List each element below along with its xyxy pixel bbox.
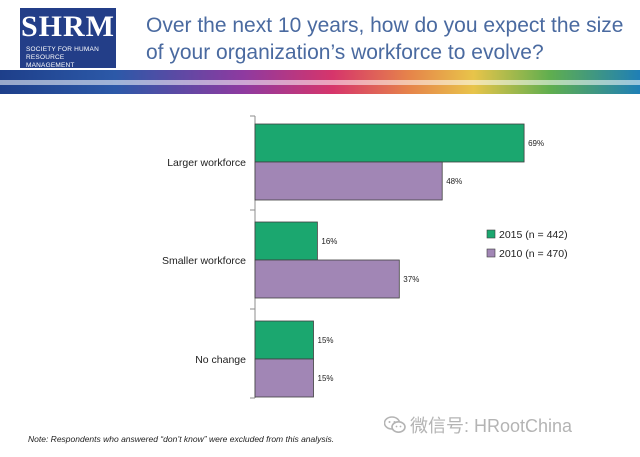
logo-mark: SHRM [21,10,115,43]
bar-larger-workforce-series-2 [254,161,443,201]
legend-swatch-1 [486,229,496,239]
bar-smaller-workforce-series-1 [254,221,318,261]
bar-smaller-workforce-series-2 [254,259,400,299]
category-label-larger-workforce: Larger workforce [167,157,246,169]
bar-no-change-series-1 [254,320,314,360]
data-label-larger-workforce-series-1: 69% [528,139,544,148]
logo-subtitle: SOCIETY FOR HUMAN RESOURCE MANAGEMENT [26,46,99,69]
data-label-larger-workforce-series-2: 48% [446,177,462,186]
shrm-logo: SHRM SOCIETY FOR HUMAN RESOURCE MANAGEME… [20,8,116,69]
bar-larger-workforce-series-1 [254,123,525,163]
footnote: Note: Respondents who answered “don’t kn… [28,434,335,444]
bar-chart: Larger workforce 69% 48% Smaller workforce 1… [162,115,568,399]
data-label-smaller-workforce-series-2: 37% [403,275,419,284]
data-label-no-change-series-2: 15% [318,374,334,383]
wechat-watermark: 微信号: HRootChina [383,412,573,439]
legend-swatch-2 [486,248,496,258]
wechat-icon [383,415,406,439]
decorative-color-band [0,70,640,94]
legend-label-2: 2010 (n = 470) [499,248,568,260]
data-label-smaller-workforce-series-1: 16% [321,237,337,246]
category-label-no-change: No change [195,354,246,366]
category-label-smaller-workforce: Smaller workforce [162,255,246,267]
slide-title: Over the next 10 years, how do you expec… [146,12,626,66]
data-label-no-change-series-1: 15% [318,336,334,345]
title-line-1: Over the next 10 years, how do you expec… [146,14,624,37]
legend-label-1: 2015 (n = 442) [499,229,568,241]
watermark-text: 微信号: HRootChina [410,416,573,436]
title-line-2: of your organization’s workforce to evol… [146,41,544,64]
bar-no-change-series-2 [254,358,314,398]
